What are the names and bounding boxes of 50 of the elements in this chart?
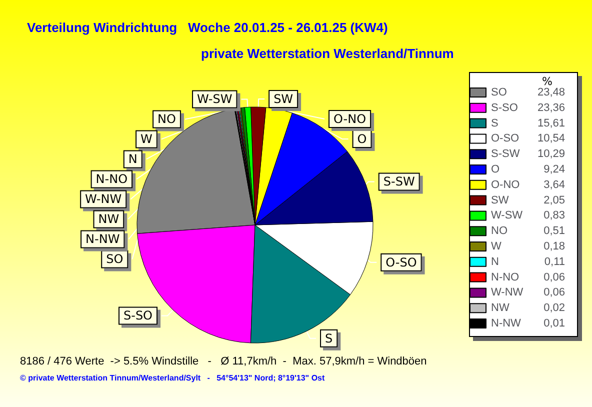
data-label: 9,24 [544, 164, 565, 176]
slice-label: O [357, 132, 367, 146]
data-label: 0,83 [544, 210, 565, 222]
data-label: 3,64 [544, 178, 565, 191]
slice-label: W-NW [85, 192, 122, 206]
legend-label: N-NO [491, 271, 520, 284]
slice-label: S-SW [383, 174, 415, 189]
slice-label: O-NO [334, 112, 366, 126]
data-label: 0,11 [544, 256, 565, 268]
legend-label: SW [491, 194, 510, 206]
data-label: 0,06 [544, 286, 565, 299]
data-label: 23,48 [537, 86, 565, 98]
legend-label: NW [491, 302, 510, 314]
legend-label: W [491, 240, 502, 252]
legend-label: SO [491, 86, 508, 98]
data-label: 0,01 [544, 318, 565, 330]
legend-title: % [542, 75, 552, 88]
legend-label: O-NO [491, 178, 520, 191]
legend-label: W-NW [491, 286, 524, 299]
slice-label: N-NO [96, 172, 128, 186]
slice-label: SW [274, 92, 294, 106]
legend-label: O-SO [491, 132, 520, 145]
slice-label: O-SO [386, 255, 417, 270]
slice-label: SO [106, 252, 124, 266]
slice-label: NW [98, 212, 120, 226]
text: 8186 / 476 Werte -> 5.5% Windstille - Ø 11,7km/h - Max. 57,9km/h = Windböen [20, 356, 427, 368]
chart-subtitle: private Wetterstation Westerland/Tinnum [201, 46, 454, 61]
text: © private Wetterstation Tinnum/Westerland/Sylt - 54°54'13" Nord; 8°19'13" Ost [20, 374, 325, 382]
legend-label: N [491, 256, 499, 268]
data-label: 2,05 [544, 194, 565, 206]
legend-label: NO [491, 225, 508, 238]
legend-label: S-SW [491, 148, 520, 160]
data-label: 0,06 [544, 271, 565, 284]
data-label: 15,61 [537, 117, 565, 130]
slice-label: W-SW [197, 92, 232, 106]
legend-label: W-SW [491, 210, 524, 222]
legend-label: O [491, 164, 500, 176]
data-label: 23,36 [537, 102, 565, 114]
legend-label: S [491, 117, 498, 130]
slice-label: S-SO [123, 308, 153, 323]
data-label: 0,02 [544, 302, 565, 314]
data-label: 10,29 [537, 148, 565, 160]
chart-title: Verteilung Windrichtung Woche 20.01.25 - 26.01.25 (KW4) [27, 20, 388, 35]
legend-label: S-SO [491, 102, 518, 114]
data-label: 10,54 [537, 132, 565, 145]
data-label: 0,18 [544, 240, 565, 252]
data-label: 0,51 [544, 225, 565, 238]
slice-label: N-NW [86, 232, 120, 246]
slice-label: S [325, 331, 333, 346]
legend-label: N-NW [491, 318, 522, 330]
